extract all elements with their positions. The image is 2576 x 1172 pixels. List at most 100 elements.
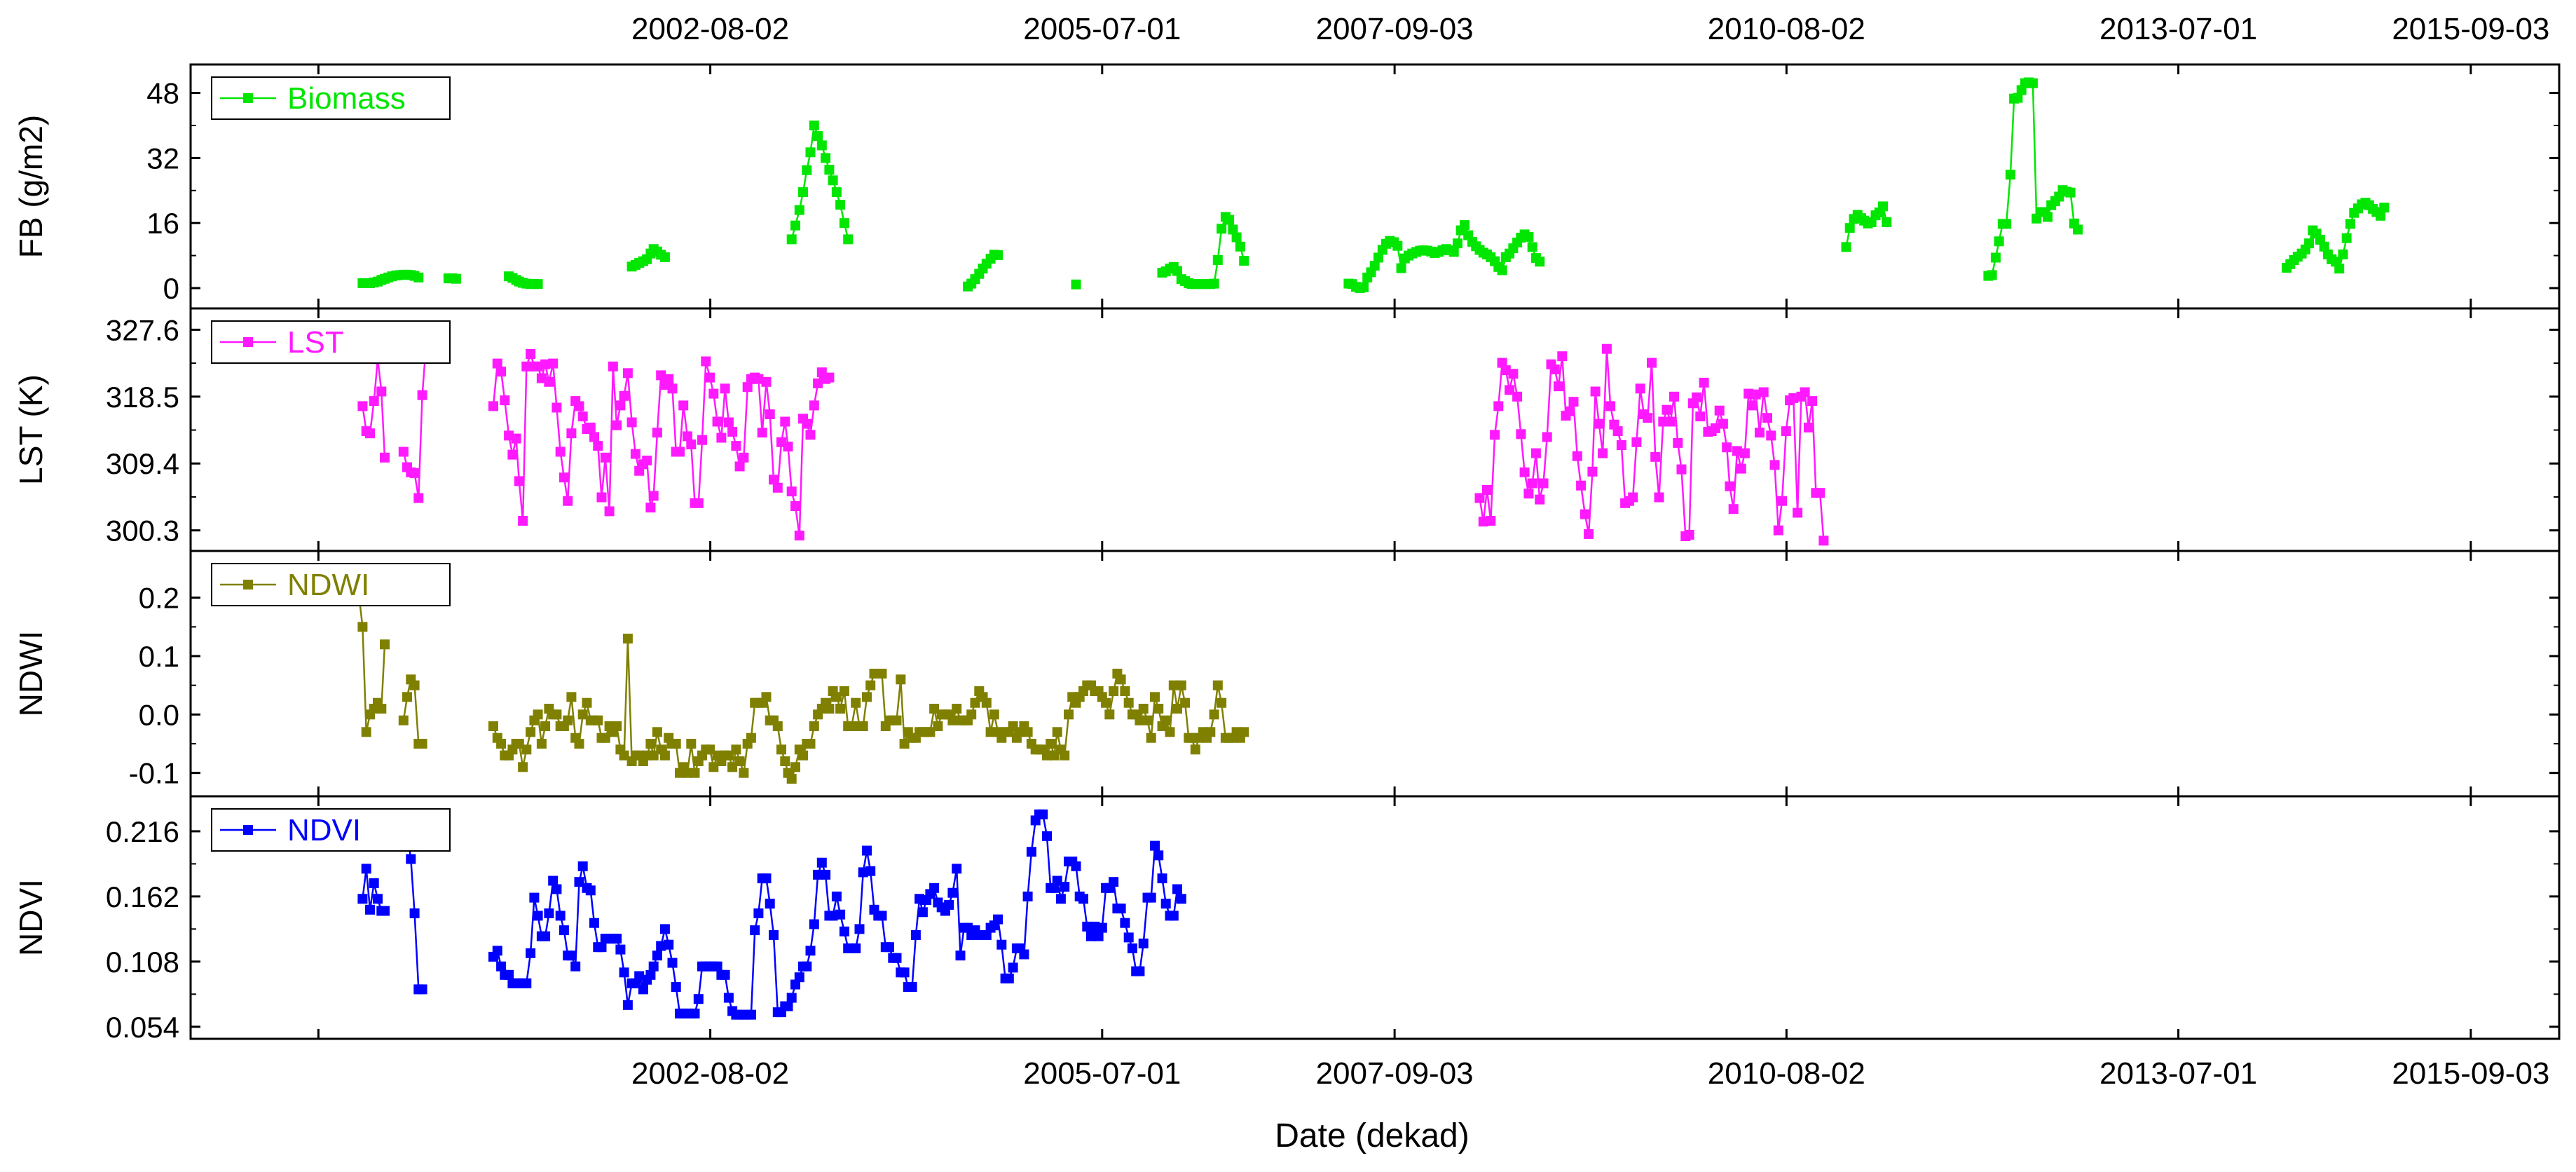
data-point [1217, 697, 1227, 708]
data-point [1557, 351, 1568, 362]
legend-label: LST [287, 325, 344, 360]
data-point [947, 887, 958, 898]
data-point [1584, 529, 1594, 539]
data-point [1448, 247, 1459, 257]
data-point [1101, 697, 1111, 708]
data-point [1549, 364, 1560, 374]
data-point [917, 907, 928, 918]
data-point [1587, 466, 1598, 477]
data-point [529, 892, 540, 903]
data-point [981, 697, 992, 708]
data-point [824, 704, 835, 714]
data-point [993, 914, 1003, 925]
data-point [551, 402, 562, 413]
y-tick-label: 327.6 [106, 313, 179, 346]
series-lst [357, 342, 1829, 546]
data-point [843, 234, 854, 245]
data-point [929, 883, 940, 893]
data-point [555, 911, 566, 921]
data-point [1078, 894, 1088, 904]
data-point [761, 873, 772, 884]
data-point [600, 452, 610, 463]
data-point [831, 187, 842, 198]
data-point [1042, 831, 1052, 841]
data-point [1224, 214, 1235, 225]
x-tick-label: 2002-08-02 [631, 1056, 789, 1091]
data-point [765, 899, 775, 909]
x-tick-label: 2010-08-02 [1708, 1056, 1865, 1091]
data-point [678, 400, 689, 411]
data-point [521, 361, 532, 372]
data-point [1071, 861, 1081, 871]
data-point [1523, 489, 1534, 499]
data-point [526, 948, 536, 958]
data-point [398, 715, 409, 725]
data-point [1762, 413, 1772, 423]
data-point [2073, 224, 2083, 235]
data-point [555, 447, 566, 457]
legend: NDVI [211, 808, 451, 852]
data-point [496, 739, 507, 749]
legend-marker [243, 93, 253, 103]
data-point [690, 1008, 700, 1018]
panel-fb: 0 16 32 48 FB (g/m2) Biomass [13, 63, 2561, 310]
data-point [851, 697, 861, 708]
data-point [1684, 529, 1694, 540]
data-point [1643, 413, 1653, 423]
data-point [712, 961, 722, 972]
data-point [1739, 448, 1750, 458]
data-point [1564, 406, 1575, 416]
data-point [708, 762, 719, 772]
data-point [1725, 481, 1735, 491]
data-point [406, 854, 416, 864]
data-point [518, 762, 528, 772]
data-point [533, 279, 543, 289]
data-point [630, 449, 640, 459]
data-point [821, 869, 831, 880]
data-point [780, 756, 790, 766]
data-point [645, 739, 656, 749]
data-point [899, 967, 910, 978]
data-point [813, 869, 823, 880]
y-tick-label: 0.162 [106, 880, 179, 913]
data-point [622, 368, 633, 379]
x-tick-label: 2010-08-02 [1708, 12, 1865, 46]
y-tick-label: 0 [163, 272, 179, 305]
data-point [835, 704, 846, 714]
x-axis-bottom: 2002-08-02 2005-07-01 2007-09-03 2010-08-02… [631, 1056, 2549, 1091]
data-point [708, 388, 719, 399]
data-point [533, 709, 543, 720]
data-point [802, 418, 812, 429]
legend: NDWI [211, 563, 451, 606]
x-tick-label: 2007-09-03 [1316, 1056, 1474, 1091]
data-point [929, 704, 940, 714]
data-point [683, 431, 692, 442]
data-point [686, 440, 697, 449]
x-tick-label: 2013-07-01 [2099, 1056, 2257, 1091]
data-point [1212, 680, 1223, 690]
data-point [2338, 249, 2348, 259]
data-point [1157, 873, 1167, 884]
data-point [1209, 709, 1219, 720]
data-point [1176, 680, 1186, 690]
data-point [1093, 931, 1104, 941]
data-point [1228, 224, 1238, 235]
data-point [1635, 383, 1645, 394]
data-point [862, 845, 872, 856]
data-point [1692, 392, 1702, 402]
data-point [753, 374, 764, 384]
data-point [1160, 715, 1171, 725]
data-point [854, 924, 865, 934]
chart-panels: 0 16 32 48 FB (g/m2) Biomass 300.3 309.4 318.5 32… [13, 63, 2561, 1044]
data-point [373, 894, 383, 904]
data-point [521, 744, 532, 755]
series-ndvi [357, 809, 1186, 1020]
data-point [1104, 709, 1115, 720]
y-tick-label: 0.0 [139, 698, 179, 731]
data-point [1474, 493, 1485, 503]
data-point [786, 486, 797, 497]
data-point [570, 961, 581, 972]
data-point [783, 442, 793, 452]
data-point [365, 428, 375, 439]
legend-label: NDWI [287, 568, 369, 602]
